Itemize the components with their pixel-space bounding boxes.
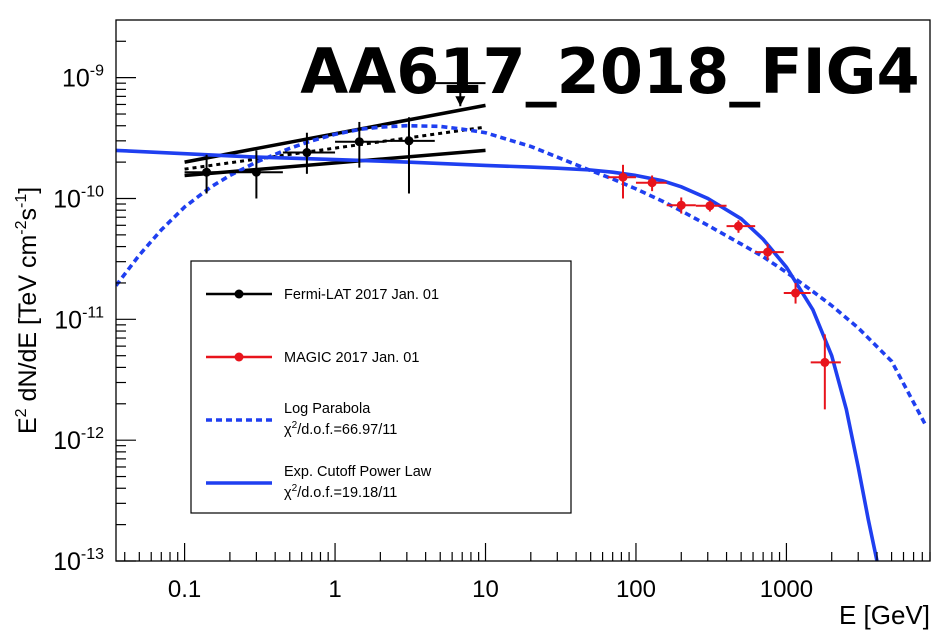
marker-dot — [791, 288, 801, 298]
magic-data-point — [755, 244, 784, 260]
x-tick-label: 100 — [616, 576, 656, 603]
marker-dot — [647, 178, 657, 188]
legend-marker — [234, 352, 244, 362]
magic-data-point — [726, 220, 756, 233]
marker-dot — [705, 201, 715, 211]
y-tick-exponent: -13 — [81, 546, 104, 563]
y-tick-exponent: -12 — [81, 425, 104, 442]
magic-data-point — [783, 282, 811, 304]
legend-item-ecpl: Exp. Cutoff Power Law χ2/d.o.f.=19.18/11 — [206, 464, 432, 501]
chi-symbol: χ — [284, 485, 292, 501]
y-label-sup: -1 — [13, 194, 30, 208]
marker-dot — [251, 167, 261, 177]
legend-item-fermi: Fermi-LAT 2017 Jan. 01 — [206, 287, 439, 303]
legend-label: MAGIC 2017 Jan. 01 — [284, 350, 419, 366]
fermi-fit-dashed-line — [184, 125, 486, 171]
fermi-data-point — [335, 121, 384, 168]
y-tick-exponent: -9 — [90, 63, 104, 80]
y-tick-base: 10 — [53, 548, 81, 576]
y-label-sup: 2 — [13, 408, 30, 417]
legend-label: Log Parabola — [284, 401, 371, 417]
x-tick-label: 1 — [328, 576, 341, 603]
marker-dot — [820, 357, 830, 367]
legend-label: Fermi-LAT 2017 Jan. 01 — [284, 287, 439, 303]
chi-value: /d.o.f.=19.18/11 — [297, 485, 397, 501]
marker-dot — [302, 148, 312, 158]
y-label-sup: -2 — [13, 220, 30, 234]
down-arrow-icon — [455, 96, 466, 107]
fermi-data-point — [184, 154, 230, 194]
x-tick-label: 10 — [472, 576, 499, 603]
y-tick-base: 10 — [62, 65, 90, 93]
y-tick-label: 10-10 — [53, 183, 104, 213]
y-tick-base: 10 — [53, 185, 81, 213]
marker-dot — [676, 200, 686, 210]
plot-frame — [115, 19, 931, 562]
y-tick-label: 10-12 — [53, 425, 104, 455]
x-axis-label: E [GeV] — [839, 600, 930, 630]
legend-chi2: χ2/d.o.f.=19.18/11 — [284, 483, 397, 501]
magic-data-point — [695, 200, 727, 212]
marker-dot — [733, 221, 743, 231]
fermi-upper-limit — [434, 82, 486, 107]
chi-superscript: 2 — [292, 420, 298, 431]
legend-box — [190, 260, 572, 514]
exp-cutoff-power-law-curve — [116, 148, 879, 561]
legend-chi2: χ2/d.o.f.=66.97/11 — [284, 420, 397, 438]
fermi-data-point — [282, 132, 336, 174]
fermi-data-point — [383, 117, 435, 194]
marker-dot — [618, 172, 628, 182]
magic-data-point — [810, 334, 841, 410]
chi-superscript: 2 — [292, 483, 298, 494]
chi-symbol: χ — [284, 422, 292, 438]
marker-dot — [202, 167, 212, 177]
fermi-data-point — [229, 150, 283, 199]
marker-dot — [763, 247, 773, 257]
legend-marker — [234, 289, 244, 299]
y-tick-base: 10 — [53, 427, 81, 455]
y-tick-label: 10-11 — [54, 304, 104, 334]
y-tick-label: 10-13 — [53, 546, 104, 576]
y-tick-exponent: -11 — [82, 304, 104, 321]
y-label-part: ] — [14, 187, 42, 194]
log-parabola-curve — [116, 123, 928, 428]
y-label-part: dN/dE [TeV cm — [14, 235, 42, 409]
y-tick-base: 10 — [54, 306, 82, 334]
y-tick-exponent: -10 — [81, 183, 104, 200]
chi-value: /d.o.f.=66.97/11 — [297, 422, 397, 438]
legend-item-logpar: Log Parabola χ2/d.o.f.=66.97/11 — [206, 401, 397, 438]
legend-label: Exp. Cutoff Power Law — [284, 464, 432, 480]
marker-dot — [354, 137, 364, 147]
magic-data-point — [666, 197, 696, 214]
figure-watermark: AA617_2018_FIG4 — [300, 35, 919, 108]
magic-data-point — [607, 164, 636, 199]
marker-dot — [404, 136, 414, 146]
magic-data-point — [635, 175, 667, 192]
y-label-part: E — [14, 417, 42, 434]
x-tick-label: 1000 — [760, 576, 813, 603]
legend-item-magic: MAGIC 2017 Jan. 01 — [206, 350, 419, 366]
legend: Fermi-LAT 2017 Jan. 01 MAGIC 2017 Jan. 01… — [190, 260, 572, 514]
x-tick-label: 0.1 — [168, 576, 201, 603]
y-axis-label: E2 dN/dE [TeV cm-2s-1] — [13, 187, 42, 434]
markers-layer — [184, 82, 841, 410]
y-tick-label: 10-9 — [62, 63, 104, 93]
y-label-part: s — [14, 208, 42, 221]
